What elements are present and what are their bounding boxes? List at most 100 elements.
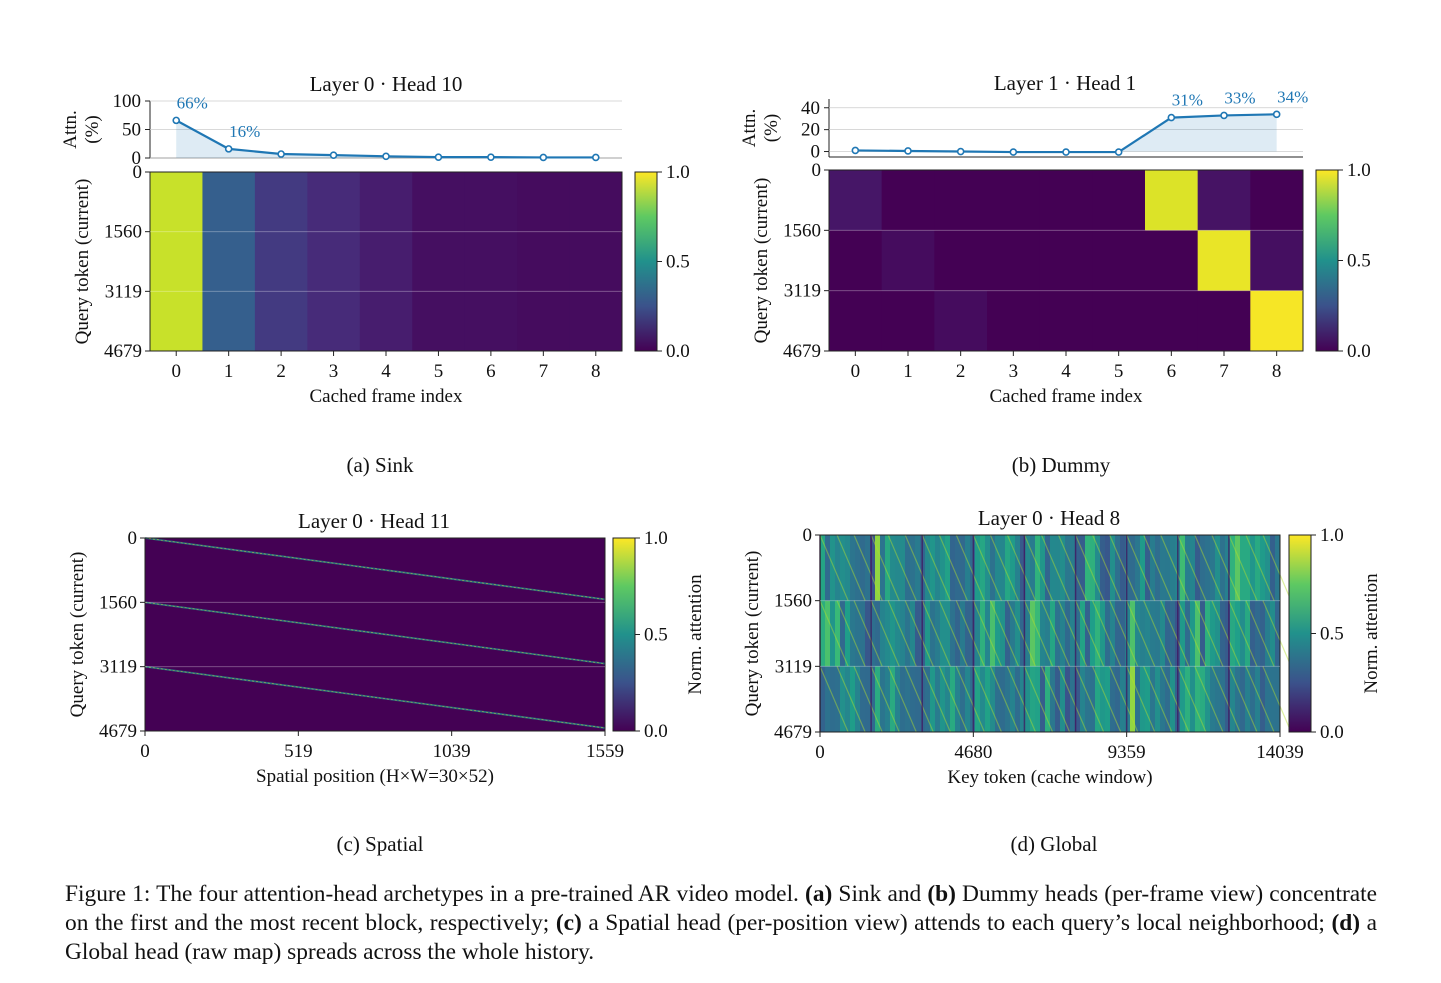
panel-c-diagonal-band-core <box>144 537 606 600</box>
panel-d-heat-stripe <box>955 535 961 601</box>
panel-d-ytick-label: 1560 <box>774 591 812 612</box>
panel-d-heat-stripe <box>1135 600 1141 667</box>
panel-d-heat-stripe <box>870 600 876 667</box>
panel-d-heat-stripe <box>1270 666 1276 732</box>
panel-a-title: Layer 0 · Head 10 <box>310 72 463 96</box>
panel-d-diagonal-accent <box>1228 534 1258 601</box>
panel-b-xtick-label: 3 <box>1009 361 1019 382</box>
panel-d-diagonal-accent <box>1006 600 1037 667</box>
panel-d-diagonal-accent <box>1092 666 1122 733</box>
panel-d-heat-stripe <box>1065 600 1071 667</box>
panel-d-ytick-label: 0 <box>803 525 813 546</box>
panel-b-line-ytick-label: 0 <box>811 142 821 163</box>
panel-b-heat-cell <box>1145 170 1199 231</box>
panel-d-heat-stripe <box>1200 600 1206 667</box>
panel-a-line-data-label: 16% <box>229 122 260 141</box>
panel-d-heat-stripe <box>1120 666 1126 732</box>
panel-d-diagonal-accent <box>1143 534 1173 601</box>
panel-c-colorbar-label: Norm. attention <box>685 574 706 695</box>
panel-d-diagonal-accent <box>836 666 866 733</box>
panel-d-heat-stripe <box>1100 600 1106 667</box>
panel-a-line-ylabel-1: Attn. <box>60 110 81 149</box>
panel-d-heat-stripe <box>1060 666 1066 732</box>
panel-d-diagonal-accent <box>819 600 849 667</box>
caption-b-tag: (b) <box>927 881 956 907</box>
panel-b-heat-cell <box>1250 170 1304 231</box>
panel-d-heat-stripe <box>1050 600 1056 667</box>
panel-b-heat-cell <box>1039 290 1093 352</box>
panel-d-heat-stripe <box>1055 600 1061 667</box>
panel-d-heat-stripe <box>1040 535 1046 601</box>
panel-d-heat-stripe <box>1010 535 1016 601</box>
panel-d-heat-stripe <box>935 666 941 732</box>
panel-d-diagonal-accent <box>1194 666 1224 733</box>
panel-d-colorbar-label: Norm. attention <box>1361 573 1382 694</box>
panel-d-heat-stripe <box>855 600 861 667</box>
panel-a-xlabel: Cached frame index <box>310 386 463 407</box>
panel-d-heat-stripe <box>1225 600 1231 667</box>
panel-d-diagonal-accent <box>870 600 900 667</box>
panel-d-heat-stripe <box>1005 535 1011 601</box>
panel-d-heat-stripe <box>1075 535 1081 601</box>
panel-d-diagonal-accent <box>1160 534 1190 601</box>
panel-a-ytick-label: 1560 <box>104 222 142 243</box>
panel-d-heat-stripe <box>955 666 961 732</box>
panel-d-diagonal-accent <box>1228 666 1258 733</box>
panel-d-diagonal-accent <box>870 534 900 601</box>
panel-d-heat-ylabel: Query token (current) <box>742 551 763 717</box>
panel-a-heat-cell <box>359 172 413 351</box>
panel-b-heat-cell <box>1250 290 1304 352</box>
panel-d-heat-stripe <box>1055 666 1061 732</box>
panel-d-xtick-label: 0 <box>815 742 825 763</box>
panel-d-heat-stripe <box>1000 600 1006 667</box>
panel-d-heat-stripe <box>1260 600 1266 667</box>
panel-d-colorbar-tick-label: 0.5 <box>1320 624 1344 645</box>
panel-d-heat-stripe <box>1045 600 1051 667</box>
panel-b-heat-cell <box>1092 290 1146 352</box>
panel-d-heat-stripe <box>1030 535 1036 601</box>
panel-a-caption: (a) Sink <box>346 453 414 477</box>
panel-d-diagonal-accent <box>955 600 985 667</box>
panel-d-heat-stripe <box>980 600 986 667</box>
panel-d-heat-stripe <box>1245 600 1251 667</box>
panel-d-diagonal-accent <box>819 666 849 733</box>
panel-d-heat-stripe <box>1050 535 1056 601</box>
panel-d-heat-stripe <box>1240 535 1246 601</box>
panel-a-xtick-label: 5 <box>434 361 444 382</box>
panel-a-line-point <box>277 150 285 158</box>
panel-c-ytick-label: 4679 <box>99 721 137 742</box>
panel-d-colorbar-tick-label: 0.0 <box>1320 722 1344 743</box>
panel-d-heat-stripe <box>1045 535 1051 601</box>
panel-d-heat-stripe <box>1115 666 1121 732</box>
panel-d-heat-stripe <box>1275 535 1281 601</box>
panel-d-heat-stripe <box>1205 666 1211 732</box>
panel-d-diagonal-accent <box>1245 666 1275 733</box>
panel-d-heat-stripe <box>1275 600 1281 667</box>
panel-b-line-point <box>851 146 860 155</box>
panel-d-heat-stripe <box>830 535 836 601</box>
panel-d-caption: (d) Global <box>1010 832 1098 856</box>
panel-d-heat-stripe <box>1165 600 1171 667</box>
caption-d-text: a Global head (raw map) spreads across t… <box>65 910 1377 965</box>
panel-d-diagonal-accent <box>989 534 1020 601</box>
panel-b-line-point <box>1272 110 1281 119</box>
panel-b-line-data-label: 31% <box>1172 91 1203 110</box>
panel-d-heat-stripe <box>1120 535 1126 601</box>
panel-d-diagonal-accent <box>836 534 866 601</box>
panel-d-heatmap-frame <box>819 534 1281 733</box>
panel-d-heat-stripe <box>975 600 981 667</box>
panel-d-heat-stripe <box>930 535 936 601</box>
panel-d-diagonal-accent <box>1023 534 1054 601</box>
caption-d-tag: (d) <box>1331 910 1361 936</box>
panel-d-heat-stripe <box>1020 600 1026 667</box>
panel-d-heat-stripe <box>1250 666 1256 732</box>
caption-b-text: Dummy heads (per-frame view) concentrate… <box>65 881 1378 936</box>
panel-d-diagonal-accent <box>938 666 968 733</box>
panel-d-heat-stripe <box>975 535 981 601</box>
panel-d-heat-stripe <box>950 600 956 667</box>
panel-d-diagonal-accent <box>1040 600 1071 667</box>
panel-d-heat-stripe <box>995 535 1001 601</box>
panel-d-heat-stripe <box>1060 600 1066 667</box>
panel-d-heat-stripe <box>1000 666 1006 732</box>
panel-d-heat-stripe <box>875 535 881 601</box>
